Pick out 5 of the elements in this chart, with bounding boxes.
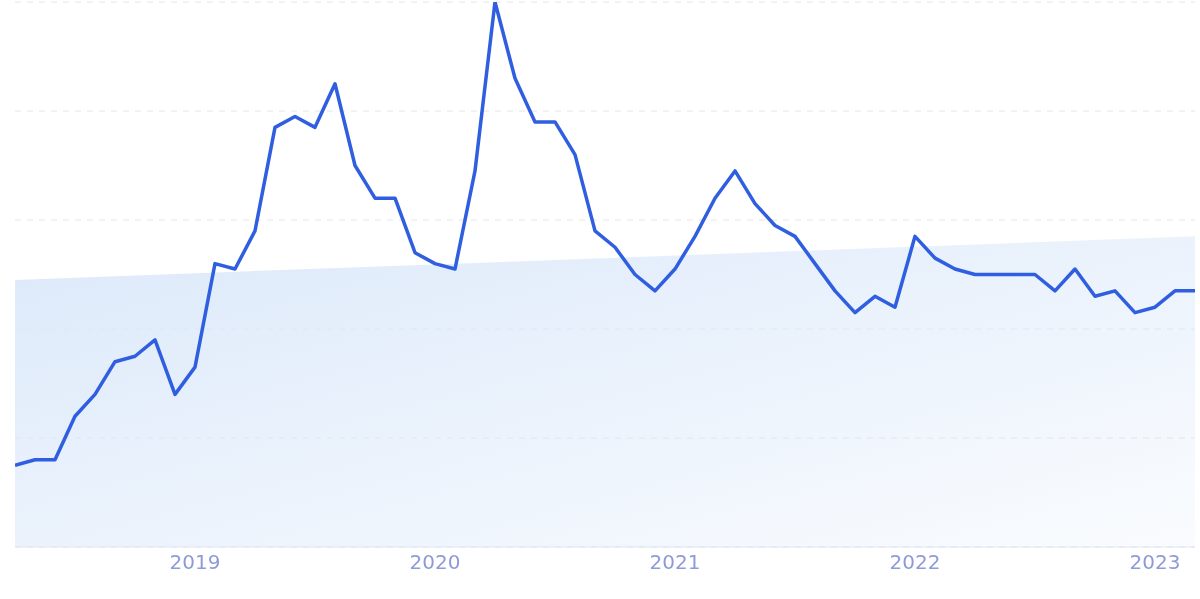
x-tick-label: 2023 bbox=[1129, 550, 1181, 575]
x-tick-label: 2020 bbox=[409, 550, 461, 575]
x-tick-label: 2022 bbox=[889, 550, 941, 575]
x-tick-label: 2021 bbox=[649, 550, 701, 575]
x-tick-label: 2019 bbox=[169, 550, 221, 575]
